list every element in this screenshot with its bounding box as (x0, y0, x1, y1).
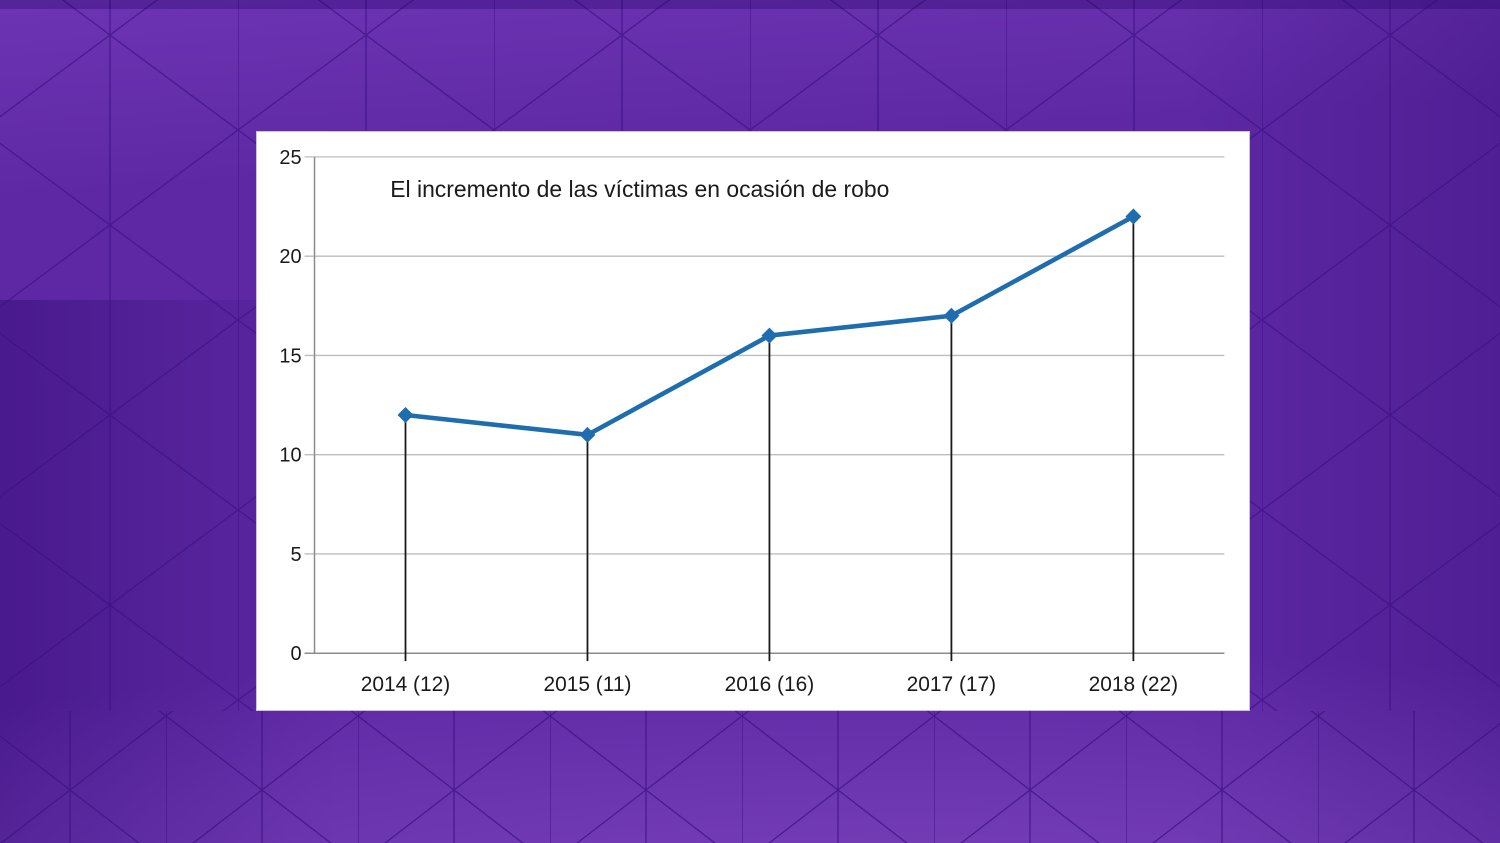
y-tick-label: 5 (290, 544, 301, 566)
y-tick-label: 20 (279, 246, 301, 268)
chart-title: El incremento de las víctimas en ocasión… (390, 176, 889, 202)
x-tick-label: 2014 (12) (361, 673, 451, 696)
x-tick-label: 2017 (17) (907, 673, 997, 696)
x-tick-label: 2018 (22) (1089, 673, 1179, 696)
data-point-marker (1125, 208, 1142, 225)
data-point-marker (943, 307, 960, 324)
chart-panel: 0 5 10 15 20 25 2014 (12) 2015 (11) 2016 (16) 201… (256, 131, 1250, 711)
y-tick-label: 10 (279, 445, 301, 467)
data-point-marker (397, 407, 414, 423)
y-tick-label: 0 (290, 643, 301, 665)
line-chart: 0 5 10 15 20 25 2014 (12) 2015 (11) 2016 (16) 201… (279, 147, 1225, 696)
y-tick-label: 15 (279, 345, 301, 367)
data-point-marker (579, 426, 596, 443)
x-tick-label: 2016 (16) (725, 673, 814, 696)
y-tick-label: 25 (279, 147, 301, 169)
background-floor-triangles (0, 711, 1500, 843)
x-tick-label: 2015 (11) (543, 673, 631, 696)
background-top-strip (0, 0, 1500, 9)
data-point-marker (761, 327, 778, 344)
